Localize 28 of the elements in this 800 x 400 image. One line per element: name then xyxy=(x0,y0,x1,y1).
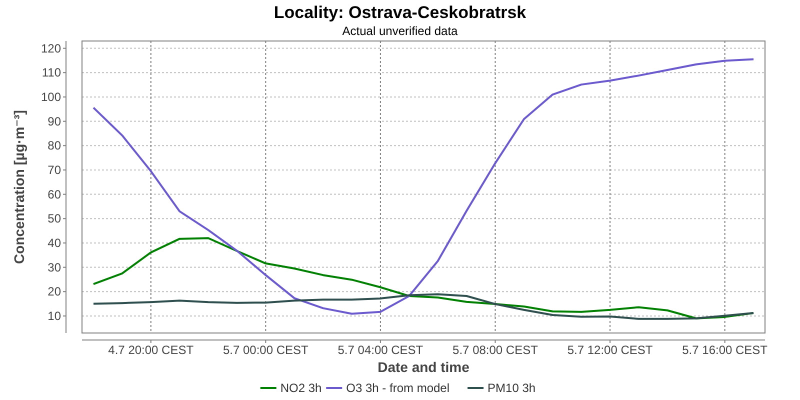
y-tick-label: 10 xyxy=(48,308,62,323)
y-tick-label: 70 xyxy=(48,162,62,177)
y-axis-title: Concentration [µg·m⁻³] xyxy=(11,110,27,264)
y-tick-label: 110 xyxy=(42,66,62,80)
x-tick-label: 5.7 08:00 CEST xyxy=(452,343,539,357)
y-tick-label: 60 xyxy=(48,187,62,202)
x-tick-label: 5.7 04:00 CEST xyxy=(338,343,424,357)
legend-label: O3 3h - from model xyxy=(346,381,450,395)
line-series xyxy=(92,237,755,320)
y-tick-label: 50 xyxy=(48,212,62,226)
y-tick-label: 120 xyxy=(40,41,62,56)
x-tick-label: 4.7 20:00 CEST xyxy=(108,343,194,357)
legend-label: NO2 3h xyxy=(280,381,322,395)
y-tick-label: 40 xyxy=(48,236,62,250)
line-series xyxy=(92,293,755,320)
x-tick-label: 5.7 00:00 CEST xyxy=(222,343,310,357)
y-tick-label: 30 xyxy=(48,260,62,274)
y-tick-label: 80 xyxy=(48,138,62,153)
y-tick-label: 100 xyxy=(40,90,62,104)
line-series xyxy=(92,58,755,315)
chart-title: Locality: Ostrava-Ceskobratrsk xyxy=(274,3,527,22)
x-axis-title: Date and time xyxy=(378,359,470,375)
x-tick-label: 5.7 12:00 CEST xyxy=(567,343,654,357)
legend-label: PM10 3h xyxy=(488,381,536,395)
chart-subtitle: Actual unverified data xyxy=(342,24,458,38)
y-tick-label: 90 xyxy=(48,114,62,128)
y-tick-label: 20 xyxy=(48,284,62,299)
x-tick-label: 5.7 16:00 CEST xyxy=(682,343,768,357)
